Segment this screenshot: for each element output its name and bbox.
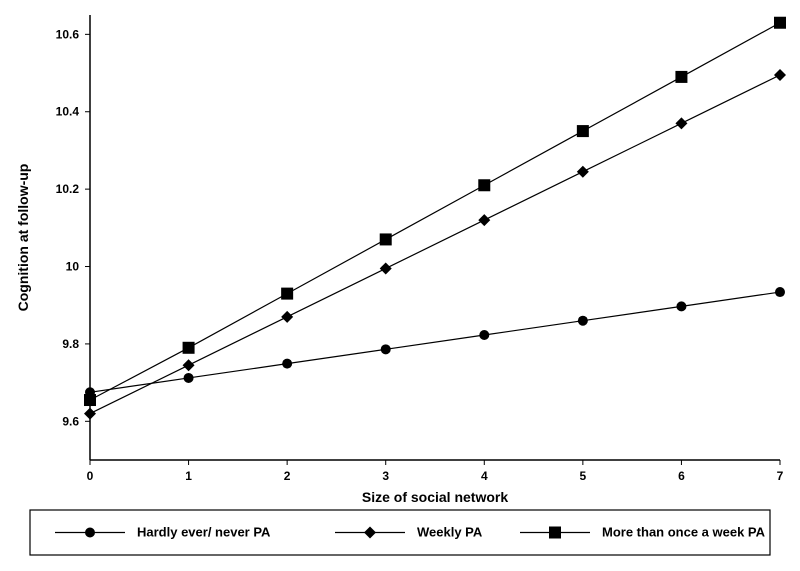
line-chart: 0 1 2 3 4 5 6 7 Size of social network 9.6 9.8 10 10… [0,0,800,566]
legend-marker [85,528,95,538]
y-tick-label: 9.8 [62,337,79,351]
x-tick-label: 6 [678,469,685,483]
y-axis-label: Cognition at follow-up [15,164,31,312]
series-marker-2 [774,17,786,29]
legend-label: More than once a week PA [602,525,766,540]
x-tick-label: 1 [185,469,192,483]
series-marker-0 [479,330,489,340]
y-tick-label: 9.6 [62,414,79,428]
x-tick-label: 7 [777,469,784,483]
x-axis-label: Size of social network [362,489,508,505]
legend-label: Hardly ever/ never PA [137,525,271,540]
y-tick-label: 10.4 [56,105,80,119]
series-marker-2 [380,233,392,245]
x-tick-label: 5 [580,469,587,483]
series-marker-2 [577,125,589,137]
series-marker-0 [282,359,292,369]
series-marker-0 [775,287,785,297]
series-marker-0 [381,344,391,354]
series-marker-0 [184,373,194,383]
legend-marker [549,527,561,539]
y-tick-label: 10.6 [56,27,80,41]
series-marker-2 [183,342,195,354]
x-tick-label: 2 [284,469,291,483]
legend-label: Weekly PA [417,525,483,540]
series-marker-0 [676,301,686,311]
series-marker-0 [578,316,588,326]
y-tick-label: 10 [66,260,80,274]
series-marker-2 [478,179,490,191]
chart-container: 0 1 2 3 4 5 6 7 Size of social network 9.6 9.8 10 10… [0,0,800,566]
x-tick-label: 4 [481,469,488,483]
x-tick-label: 0 [87,469,94,483]
x-tick-label: 3 [382,469,389,483]
series-marker-2 [281,288,293,300]
series-marker-2 [675,71,687,83]
series-marker-2 [84,394,96,406]
y-tick-label: 10.2 [56,182,80,196]
